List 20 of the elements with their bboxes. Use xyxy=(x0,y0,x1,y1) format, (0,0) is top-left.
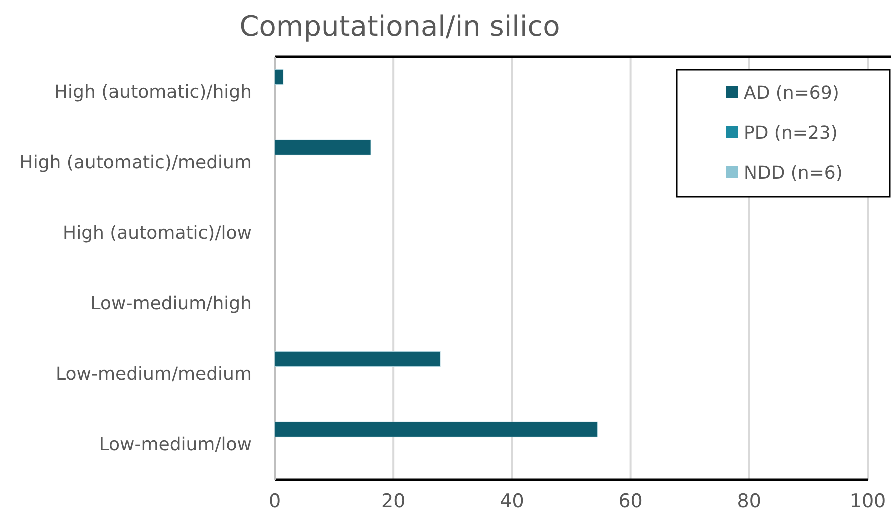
chart-title: Computational/in silico xyxy=(240,10,560,43)
bar xyxy=(274,140,372,156)
y-tick-label: High (automatic)/medium xyxy=(20,152,252,174)
y-tick-label: Low-medium/high xyxy=(90,294,252,315)
x-tick-label: 100 xyxy=(850,490,886,512)
y-tick-label: High (automatic)/low xyxy=(63,223,252,244)
legend-label: PD (n=23) xyxy=(744,123,838,144)
x-tick-label: 80 xyxy=(737,490,762,512)
x-tick-label: 60 xyxy=(618,490,643,512)
bar xyxy=(274,351,441,368)
x-tick-label: 40 xyxy=(500,490,524,512)
legend-label: NDD (n=6) xyxy=(744,163,843,184)
x-tick-label: 0 xyxy=(268,490,282,512)
bar xyxy=(274,69,284,86)
y-tick-label: Low-medium/medium xyxy=(56,364,252,386)
legend-label: AD (n=69) xyxy=(744,83,840,104)
y-tick-label: High (automatic)/high xyxy=(54,82,252,104)
x-tick-label: 20 xyxy=(382,490,406,512)
bar xyxy=(274,422,598,438)
y-tick-label: Low-medium/low xyxy=(99,434,252,456)
